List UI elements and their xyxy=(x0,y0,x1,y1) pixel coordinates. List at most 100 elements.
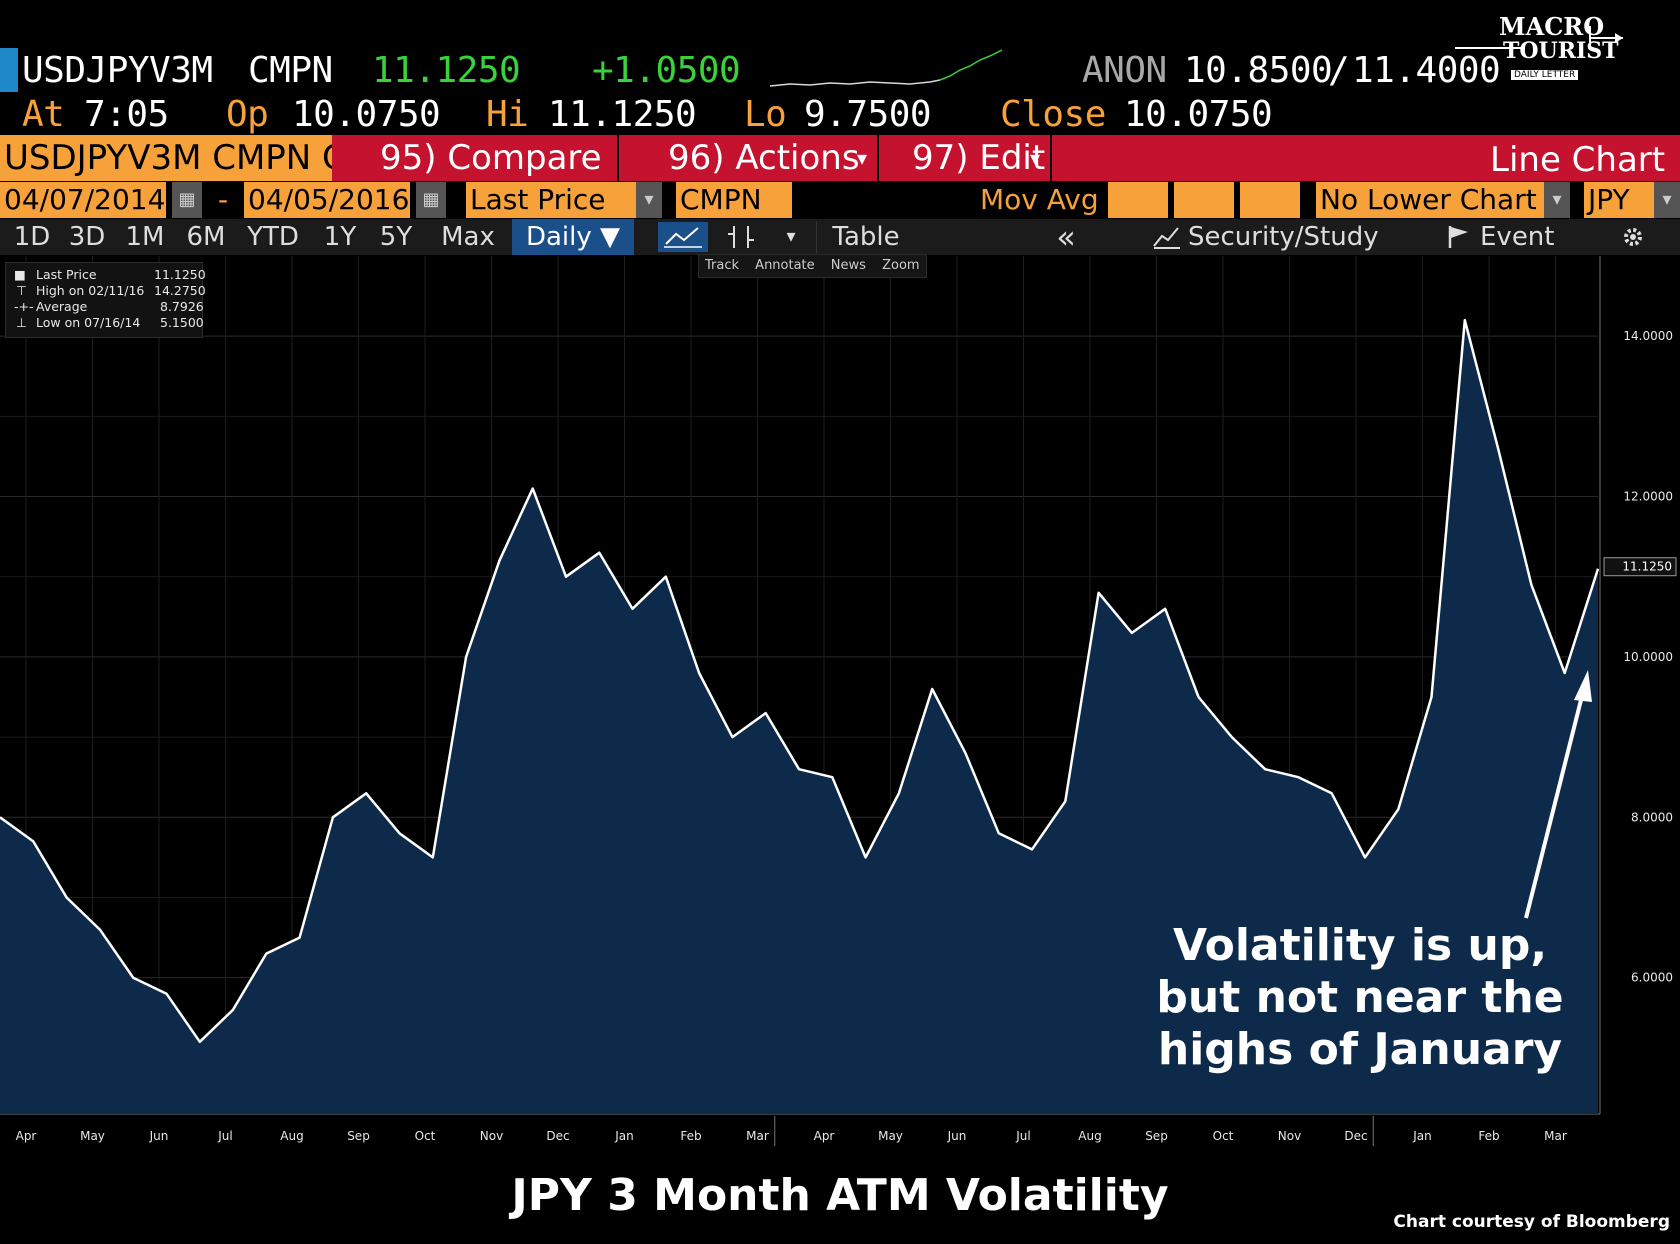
lower-chart-select[interactable]: No Lower Chart xyxy=(1316,182,1544,218)
frequency-select[interactable]: Daily ▼ xyxy=(512,219,634,255)
x-tick-label: Jan xyxy=(614,1129,634,1143)
mov-avg-input-2[interactable] xyxy=(1174,182,1234,218)
y-tick-label: 12.0000 xyxy=(1623,490,1673,504)
legend-value: 11.1250 xyxy=(154,267,206,282)
chevron-down-icon[interactable]: ▾ xyxy=(786,226,796,247)
track-button[interactable]: Track xyxy=(705,258,740,273)
x-tick-label: Mar xyxy=(1544,1129,1567,1143)
x-year-label: 2015 xyxy=(1075,1145,1106,1146)
x-tick-label: Feb xyxy=(680,1129,701,1143)
x-tick-label: Dec xyxy=(546,1129,569,1143)
gear-icon[interactable] xyxy=(1620,224,1646,250)
chart-toolbar: Track Annotate News Zoom xyxy=(698,254,927,278)
pricing-source-input[interactable]: CMPN xyxy=(676,182,792,218)
last-price: 11.1250 xyxy=(372,50,521,91)
collapse-icon[interactable]: « xyxy=(1056,218,1076,256)
period-tabs-bar xyxy=(0,219,1680,255)
menu-divider xyxy=(877,135,879,181)
low-value: 9.7500 xyxy=(804,94,932,135)
line-chart-icon[interactable] xyxy=(658,222,708,252)
low-marker-icon: ⊥ xyxy=(16,315,27,330)
mov-avg-input-1[interactable] xyxy=(1108,182,1168,218)
price-field-select[interactable]: Last Price xyxy=(466,182,636,218)
legend-label: Low on 07/16/14 xyxy=(36,315,141,330)
period-tab-1y[interactable]: 1Y xyxy=(323,222,357,252)
x-tick-label: Jun xyxy=(947,1129,967,1143)
compare-button[interactable]: 95) Compare xyxy=(380,138,602,178)
net-change: +1.0500 xyxy=(592,50,741,91)
news-button[interactable]: News xyxy=(830,258,866,273)
end-date-input[interactable]: 04/05/2016 xyxy=(244,182,410,218)
bid-ask-slash: / xyxy=(1328,50,1350,91)
open-label: Op xyxy=(226,94,269,135)
calendar-icon[interactable]: ▦ xyxy=(172,182,202,218)
table-button[interactable]: Table xyxy=(832,222,900,252)
logo-line1: MACRO xyxy=(1499,12,1605,41)
volatility-chart[interactable]: 6.0000 8.0000 10.0000 12.0000 14.0000 Apr May J… xyxy=(0,256,1680,1146)
date-dash: - xyxy=(214,182,236,218)
event-button[interactable]: Event xyxy=(1480,222,1555,252)
x-tick-label: May xyxy=(878,1129,903,1143)
last-value-tag xyxy=(1603,557,1677,577)
start-date-input[interactable]: 04/07/2014 xyxy=(0,182,166,218)
annotation-line: highs of January xyxy=(1157,1024,1563,1075)
security-field[interactable]: USDJPYV3M CMPN Cu xyxy=(0,135,332,181)
legend-value: 5.1500 xyxy=(160,315,204,330)
macro-tourist-logo: MACRO TOURIST DAILY LETTER xyxy=(1455,8,1625,88)
close-value: 10.0750 xyxy=(1124,94,1273,135)
calendar-icon[interactable]: ▦ xyxy=(416,182,446,218)
edit-button[interactable]: 97) Edit xyxy=(912,138,1046,178)
actions-caret-icon[interactable]: ▾ xyxy=(857,146,868,170)
ticker[interactable]: USDJPYV3M xyxy=(22,50,213,91)
period-tab-1d[interactable]: 1D xyxy=(13,222,51,252)
x-tick-label: Nov xyxy=(480,1129,503,1143)
open-value: 10.0750 xyxy=(292,94,441,135)
security-study-icon xyxy=(1153,227,1180,249)
x-tick-label: Jul xyxy=(1015,1129,1030,1143)
x-tick-label: Jun xyxy=(149,1129,169,1143)
security-study-button[interactable]: Security/Study xyxy=(1188,222,1379,252)
actions-button[interactable]: 96) Actions xyxy=(668,138,860,178)
zoom-button[interactable]: Zoom xyxy=(882,258,920,273)
source: CMPN xyxy=(248,50,333,91)
credit-text: Chart courtesy of Bloomberg xyxy=(1393,1212,1670,1232)
annotate-button[interactable]: Annotate xyxy=(755,258,815,273)
legend-label: High on 02/11/16 xyxy=(36,283,145,298)
low-label: Lo xyxy=(744,94,787,135)
period-tab-max[interactable]: Max xyxy=(441,222,495,252)
x-tick-label: Nov xyxy=(1278,1129,1301,1143)
menu-bar xyxy=(332,135,1680,181)
annotation-line: but not near the xyxy=(1156,972,1564,1023)
legend-swatch-icon: ■ xyxy=(14,267,26,282)
x-tick-label: Apr xyxy=(814,1129,835,1143)
candlestick-icon[interactable] xyxy=(724,222,760,252)
period-tab-1m[interactable]: 1M xyxy=(125,222,165,252)
chevron-down-icon[interactable]: ▾ xyxy=(1544,182,1570,218)
period-tab-5y[interactable]: 5Y xyxy=(379,222,413,252)
period-tab-6m[interactable]: 6M xyxy=(186,222,226,252)
x-tick-label: Mar xyxy=(746,1129,769,1143)
period-tab-ytd[interactable]: YTD xyxy=(247,222,299,252)
edit-caret-icon[interactable]: ▾ xyxy=(1030,146,1041,170)
legend-value: 14.2750 xyxy=(154,283,206,298)
close-label: Close xyxy=(1000,94,1106,135)
x-tick-label: Sep xyxy=(347,1129,370,1143)
mov-avg-input-3[interactable] xyxy=(1240,182,1300,218)
y-tick-label: 14.0000 xyxy=(1623,329,1673,343)
last-value-label: 11.1250 xyxy=(1622,560,1672,574)
annotation-line: Volatility is up, xyxy=(1172,920,1548,971)
annotation-arrowhead xyxy=(1574,670,1592,702)
period-tab-3d[interactable]: 3D xyxy=(68,222,106,252)
chevron-down-icon[interactable]: ▾ xyxy=(1654,182,1680,218)
currency-select[interactable]: JPY xyxy=(1584,182,1654,218)
x-tick-label: Aug xyxy=(280,1129,303,1143)
chart-type-label[interactable]: Line Chart xyxy=(1490,140,1666,180)
x-tick-label: Oct xyxy=(1213,1129,1234,1143)
x-tick-label: Feb xyxy=(1478,1129,1499,1143)
x-tick-label: Oct xyxy=(415,1129,436,1143)
chevron-down-icon[interactable]: ▾ xyxy=(636,182,662,218)
sparkline xyxy=(770,49,1002,87)
x-tick-label: Dec xyxy=(1344,1129,1367,1143)
legend-value: 8.7926 xyxy=(160,299,204,314)
y-tick-label: 10.0000 xyxy=(1623,650,1673,664)
